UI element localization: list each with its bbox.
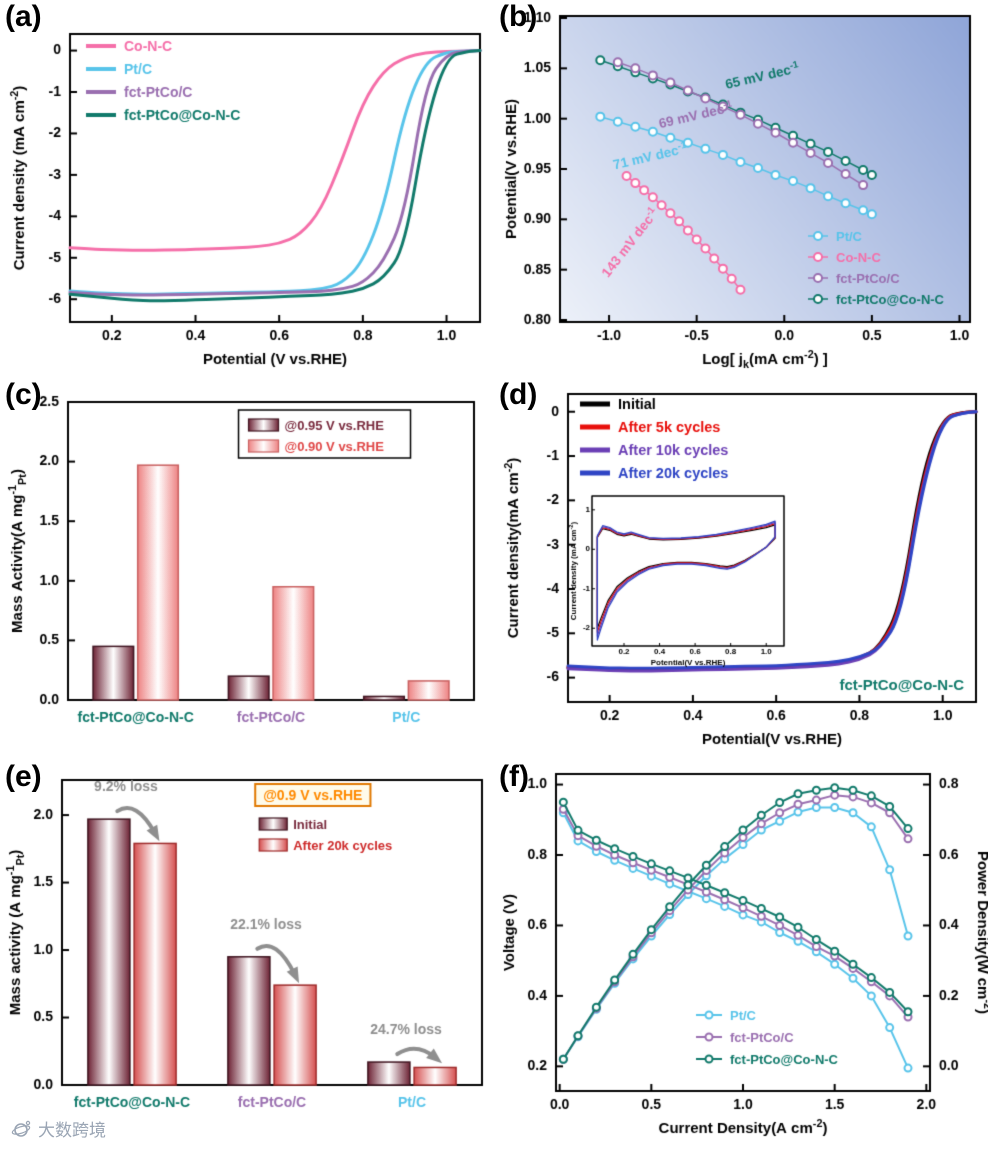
panel-e-chart bbox=[0, 760, 494, 1149]
panel-b-label: (b) bbox=[499, 0, 538, 33]
watermark-text: 大数跨境 bbox=[38, 1121, 106, 1140]
panel-d-label: (d) bbox=[499, 378, 538, 411]
panel-f-label: (f) bbox=[499, 760, 529, 793]
panel-a: (a) bbox=[0, 0, 494, 378]
watermark-logo-icon bbox=[10, 1118, 32, 1140]
panel-a-label: (a) bbox=[5, 0, 42, 33]
panel-d: (d) bbox=[494, 378, 988, 760]
panel-e: (e) bbox=[0, 760, 494, 1149]
panel-f: (f) bbox=[494, 760, 988, 1149]
panel-a-chart bbox=[0, 0, 494, 378]
panel-f-chart bbox=[494, 760, 988, 1149]
panel-c-chart bbox=[0, 378, 494, 760]
panel-c: (c) bbox=[0, 378, 494, 760]
panel-e-label: (e) bbox=[5, 760, 42, 793]
panel-c-label: (c) bbox=[5, 378, 42, 411]
panel-b-chart bbox=[494, 0, 988, 378]
watermark: 大数跨境 bbox=[10, 1116, 106, 1141]
panel-d-chart bbox=[494, 378, 988, 760]
panel-b: (b) bbox=[494, 0, 988, 378]
